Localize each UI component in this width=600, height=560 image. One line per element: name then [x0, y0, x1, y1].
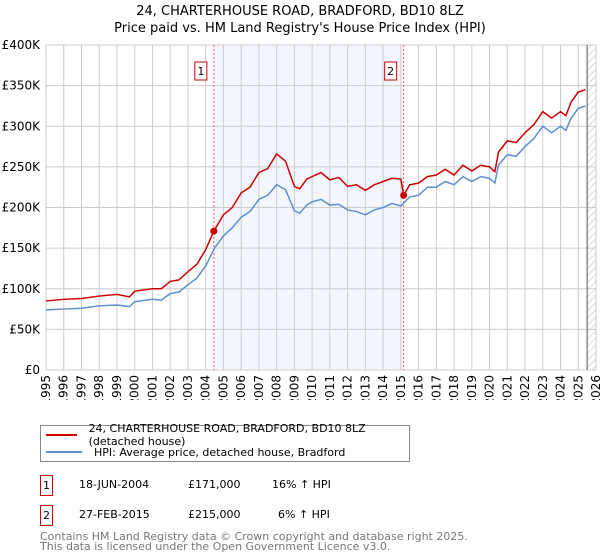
legend-item-property: 24, CHARTERHOUSE ROAD, BRADFORD, BD10 8L… [41, 422, 409, 448]
table-row: 2 27-FEB-2015 £215,000 6% ↑ HPI [40, 505, 440, 526]
x-tick-label: 2007 [252, 375, 266, 400]
x-tick-label: 1997 [74, 375, 88, 400]
sale-hpi-diff: 16% ↑ HPI [272, 478, 331, 491]
legend-swatch-red [46, 434, 77, 436]
x-tick-label: 2010 [305, 375, 319, 400]
x-tick-label: 2011 [323, 375, 337, 400]
y-tick-label: £150K [2, 241, 42, 255]
price-chart: 1995 1996 1997 1998 1999 2000 2001 2002 2003 2004… [2, 38, 600, 400]
hpi-line [45, 105, 586, 311]
sale-hpi-diff: 6% ↑ HPI [278, 508, 330, 521]
x-tick-label: 1998 [92, 375, 106, 400]
chart-title: 24, CHARTERHOUSE ROAD, BRADFORD, BD10 8L… [136, 4, 464, 19]
y-tick-label: £200K [2, 201, 42, 215]
x-tick-label: 2022 [518, 375, 532, 400]
sale-label: 2 [387, 65, 394, 78]
x-tick-label: 2016 [412, 375, 426, 400]
x-tick-label: 2014 [376, 375, 390, 400]
legend-label: HPI: Average price, detached house, Brad… [94, 445, 346, 459]
x-tick-label: 2003 [181, 375, 195, 400]
x-tick-label: 2006 [234, 375, 248, 400]
x-tick-label: 2020 [483, 375, 497, 400]
x-tick-label: 2009 [287, 375, 301, 400]
sale-point [400, 191, 408, 199]
y-tick-label: £300K [2, 119, 42, 133]
y-tick-label: £250K [2, 160, 42, 174]
footer-licence: This data is licensed under the Open Gov… [40, 540, 391, 553]
sale-label-box [384, 61, 398, 81]
sale-label-box [194, 61, 208, 81]
x-tick-label: 2002 [163, 375, 177, 400]
sale-price: £215,000 [188, 508, 241, 521]
legend-item-hpi: HPI: Average price, detached house, Brad… [41, 444, 345, 460]
x-tick-label: 2000 [128, 375, 142, 400]
x-tick-label: 1999 [110, 375, 124, 400]
x-tick-label: 1996 [57, 375, 71, 400]
x-tick-label: 2005 [216, 375, 230, 400]
y-tick-label: £100K [2, 282, 42, 296]
x-tick-label: 2018 [447, 375, 461, 400]
sale-date: 27-FEB-2015 [79, 508, 150, 521]
sale-label: 1 [197, 65, 204, 78]
property-price-line [45, 88, 586, 302]
x-tick-label: 2024 [554, 375, 568, 400]
legend-label: 24, CHARTERHOUSE ROAD, BRADFORD, BD10 8L… [88, 422, 366, 448]
sale-badge: 1 [40, 475, 53, 496]
legend-swatch-blue [46, 451, 82, 453]
y-tick-label: £0 [25, 363, 40, 377]
sale-badge: 2 [40, 505, 53, 526]
y-tick-label: £400K [2, 38, 42, 52]
legend: 24, CHARTERHOUSE ROAD, BRADFORD, BD10 8L… [40, 422, 410, 462]
sale-price: £171,000 [188, 478, 241, 491]
table-row: 1 18-JUN-2004 £171,000 16% ↑ HPI [40, 475, 440, 496]
x-tick-label: 2023 [536, 375, 550, 400]
sale-date: 18-JUN-2004 [79, 478, 150, 491]
x-tick-label: 2004 [199, 375, 213, 400]
x-tick-label: 2001 [145, 375, 159, 400]
x-tick-label: 2021 [500, 375, 514, 400]
sale-point [210, 227, 218, 235]
x-tick-label: 2017 [429, 375, 443, 400]
x-tick-label: 2015 [394, 375, 408, 400]
x-tick-label: 2025 [571, 375, 585, 400]
footer-copyright: Contains HM Land Registry data © Crown c… [40, 530, 468, 543]
x-tick-label: 1995 [39, 375, 53, 400]
x-tick-label: 2012 [341, 375, 355, 400]
x-tick-label: 2019 [465, 375, 479, 400]
chart-subtitle: Price paid vs. HM Land Registry's House … [114, 21, 486, 36]
x-tick-label: 2013 [358, 375, 372, 400]
x-tick-label: 2008 [270, 375, 284, 400]
x-tick-label: 2026 [589, 375, 600, 400]
y-tick-label: £350K [2, 79, 42, 93]
y-tick-label: £50K [9, 322, 41, 336]
